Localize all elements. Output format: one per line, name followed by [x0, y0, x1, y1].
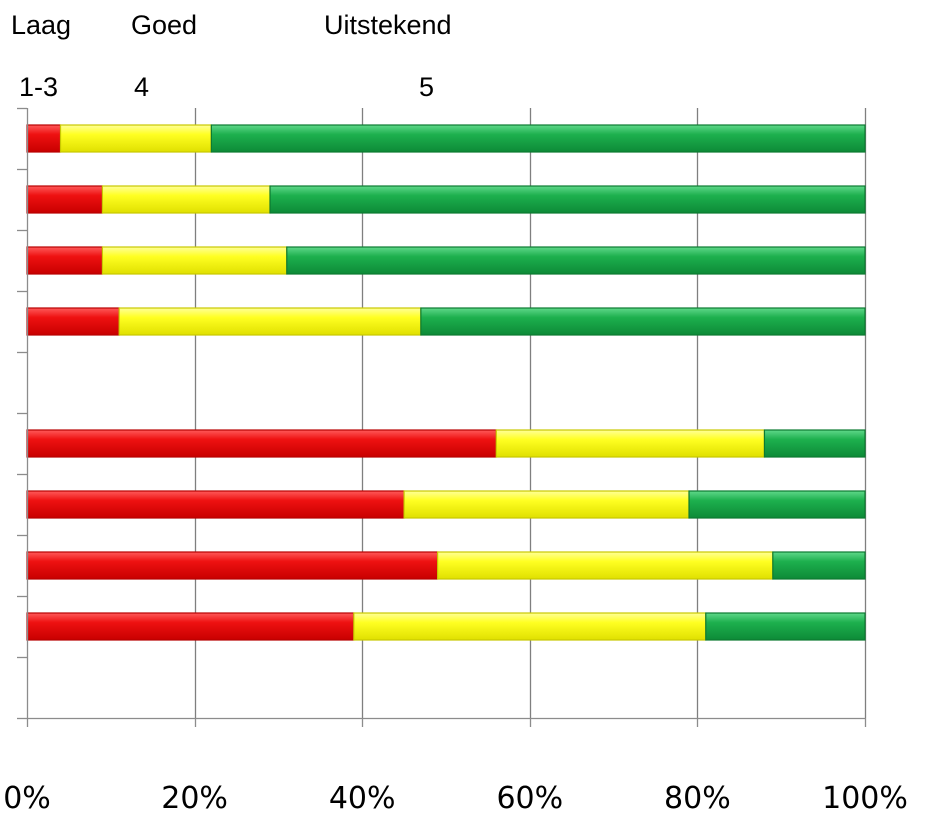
- bar-segment-mid: [118, 307, 422, 336]
- x-tick-label: 100%: [822, 781, 908, 813]
- bar-segment-low: [26, 490, 405, 519]
- legend-category-laag: Laag: [11, 10, 71, 40]
- x-tick-labels: 0% 20% 40% 60% 80% 100%: [3, 781, 908, 813]
- bar-segment-mid: [403, 490, 690, 519]
- x-tick-label: 20%: [161, 781, 228, 813]
- axes: [17, 107, 867, 727]
- x-tick-label: 60%: [496, 781, 563, 813]
- legend-score-mid: 4: [134, 72, 149, 102]
- bar-segment-low: [26, 612, 355, 641]
- bar-segment-mid: [101, 246, 288, 275]
- bar-segment-high: [772, 551, 866, 580]
- bar-segment-mid: [59, 124, 212, 153]
- legend-category-goed: Goed: [131, 10, 197, 40]
- legend-header: Laag Goed Uitstekend 1-3 4 5: [11, 10, 452, 102]
- bar-segment-high: [286, 246, 866, 275]
- bar-segment-low: [26, 429, 497, 458]
- x-tick-label: 40%: [329, 781, 396, 813]
- bar-segment-high: [420, 307, 866, 336]
- bar-segment-high: [269, 185, 866, 214]
- x-tick-label: 0%: [3, 781, 51, 813]
- bar-segment-low: [26, 124, 62, 153]
- bar-segment-mid: [495, 429, 766, 458]
- bar-segment-high: [705, 612, 866, 641]
- bar-segment-high: [688, 490, 866, 519]
- bar-segment-mid: [437, 551, 774, 580]
- x-tick-label: 80%: [664, 781, 731, 813]
- bar-segment-high: [210, 124, 866, 153]
- bar-segment-low: [26, 551, 439, 580]
- bar-segment-low: [26, 307, 120, 336]
- legend-category-uitstekend: Uitstekend: [324, 10, 452, 40]
- legend-score-low: 1-3: [19, 72, 58, 102]
- bar-segment-low: [26, 246, 104, 275]
- bar-segment-low: [26, 185, 104, 214]
- bars: [26, 124, 866, 641]
- bar-segment-mid: [101, 185, 271, 214]
- bar-segment-mid: [353, 612, 707, 641]
- legend-score-high: 5: [419, 72, 434, 102]
- bar-segment-high: [763, 429, 866, 458]
